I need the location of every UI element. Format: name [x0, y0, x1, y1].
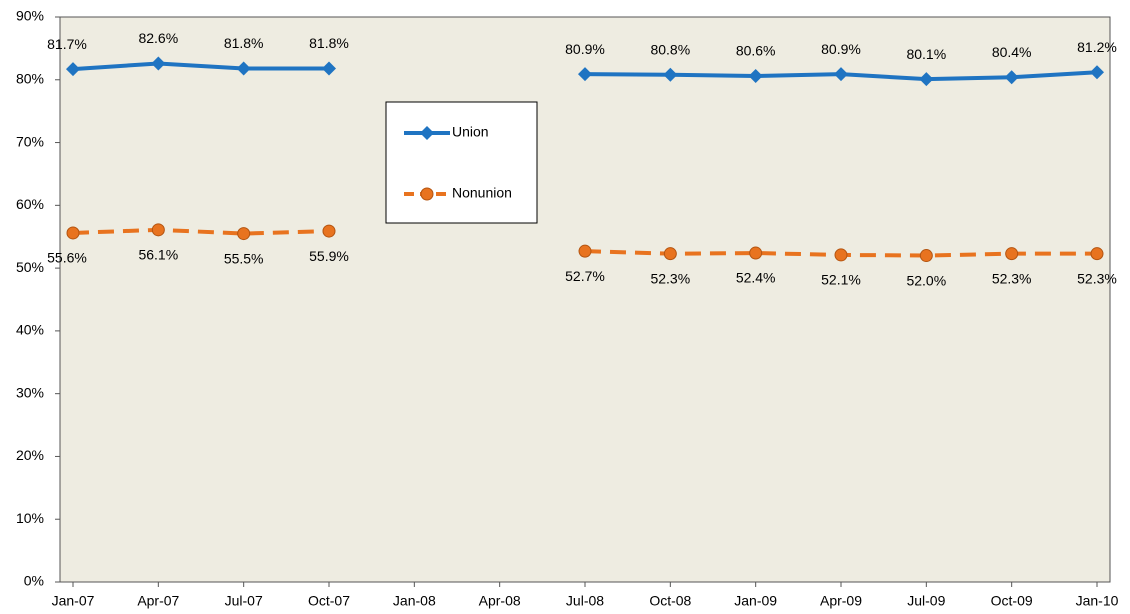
data-point	[1090, 65, 1104, 80]
legend-marker	[420, 126, 434, 140]
x-tick-label: Oct-09	[991, 593, 1033, 609]
data-label: 52.3%	[992, 270, 1032, 286]
data-label: 81.8%	[224, 35, 264, 51]
data-point	[834, 67, 848, 82]
legend-label: Union	[452, 124, 489, 140]
data-label: 80.6%	[736, 43, 776, 59]
data-label: 80.8%	[650, 41, 690, 57]
data-point	[834, 248, 848, 262]
data-label: 80.9%	[565, 41, 605, 57]
data-label: 52.4%	[736, 270, 776, 286]
data-point	[1005, 247, 1019, 261]
data-label: 81.2%	[1077, 39, 1117, 55]
data-label: 55.5%	[224, 250, 264, 266]
data-label: 52.3%	[650, 270, 690, 286]
y-tick-label: 80%	[16, 70, 44, 86]
y-tick-label: 60%	[16, 196, 44, 212]
y-tick-label: 30%	[16, 384, 44, 400]
data-point	[322, 61, 336, 76]
data-point	[322, 224, 336, 238]
data-label: 80.9%	[821, 41, 861, 57]
data-label: 80.1%	[906, 46, 946, 62]
x-tick-label: Apr-07	[137, 593, 179, 609]
data-point	[236, 61, 251, 76]
data-label: 55.9%	[309, 248, 349, 264]
legend-box	[385, 101, 538, 224]
y-tick-label: 90%	[16, 8, 44, 24]
data-point	[919, 72, 934, 87]
x-tick-label: Jan-09	[734, 593, 777, 609]
x-tick-label: Oct-07	[308, 593, 350, 609]
data-label: 52.1%	[821, 272, 861, 288]
y-tick-label: 10%	[16, 510, 44, 526]
data-label: 52.0%	[906, 272, 946, 288]
data-point	[66, 226, 80, 240]
y-tick-label: 0%	[24, 573, 44, 589]
y-tick-label: 20%	[16, 447, 44, 463]
data-point	[663, 247, 677, 261]
x-tick-label: Jul-07	[225, 593, 263, 609]
data-label: 52.3%	[1077, 270, 1117, 286]
data-point	[749, 246, 763, 260]
data-point	[151, 56, 166, 71]
x-tick-label: Apr-09	[820, 593, 862, 609]
data-point	[919, 249, 933, 263]
data-point	[748, 69, 763, 84]
data-label: 80.4%	[992, 44, 1032, 60]
x-tick-label: Jan-07	[52, 593, 95, 609]
data-label: 52.7%	[565, 268, 605, 284]
data-label: 82.6%	[138, 30, 178, 46]
data-point	[66, 62, 80, 77]
x-tick-label: Jan-08	[393, 593, 436, 609]
data-label: 55.6%	[47, 250, 87, 266]
legend-marker	[420, 187, 434, 201]
x-tick-label: Apr-08	[479, 593, 521, 609]
data-point	[578, 244, 592, 258]
data-label: 56.1%	[138, 247, 178, 263]
y-tick-label: 50%	[16, 259, 44, 275]
data-point	[663, 67, 678, 82]
data-point	[237, 227, 251, 241]
x-tick-label: Jul-09	[907, 593, 945, 609]
x-tick-label: Oct-08	[649, 593, 691, 609]
data-label: 81.8%	[309, 35, 349, 51]
data-point	[1004, 70, 1019, 85]
y-tick-label: 70%	[16, 133, 44, 149]
x-tick-label: Jan-10	[1076, 593, 1119, 609]
plot-area	[59, 16, 1111, 583]
data-label: 81.7%	[47, 36, 87, 52]
data-point	[578, 67, 592, 82]
x-tick-label: Jul-08	[566, 593, 604, 609]
data-point	[151, 223, 165, 237]
legend-label: Nonunion	[452, 185, 512, 201]
y-tick-label: 40%	[16, 322, 44, 338]
data-point	[1090, 247, 1104, 261]
